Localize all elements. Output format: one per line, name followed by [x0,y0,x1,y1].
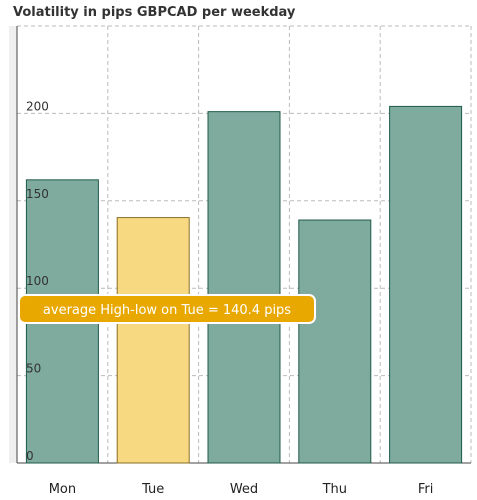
y-tick-label: 0 [26,449,34,463]
x-tick-label: Wed [230,482,258,497]
plot-area: 0 50 100 150 200 Mon Tue Wed Thu Fri average High-… [9,25,472,497]
x-tick-label: Thu [322,482,347,497]
axis-strip [9,26,17,463]
tooltip-text: average High-low on Tue = 140.4 pips [43,303,291,318]
x-tick-label: Tue [141,482,164,497]
bar-fri [389,105,463,464]
chart-title: Volatility in pips GBPCAD per weekday [13,5,296,20]
tooltip: average High-low on Tue = 140.4 pips [18,294,316,324]
x-tick-label: Mon [49,482,76,497]
y-tick-label: 200 [26,99,49,113]
y-tick-label: 150 [26,187,49,201]
x-tick-label: Fri [418,482,434,497]
bar-wed [207,111,281,464]
y-tick-label: 100 [26,274,49,288]
y-tick-label: 50 [26,362,41,376]
tooltip-box [18,294,316,324]
bar-tue [116,217,190,464]
bar-thu [298,219,372,464]
